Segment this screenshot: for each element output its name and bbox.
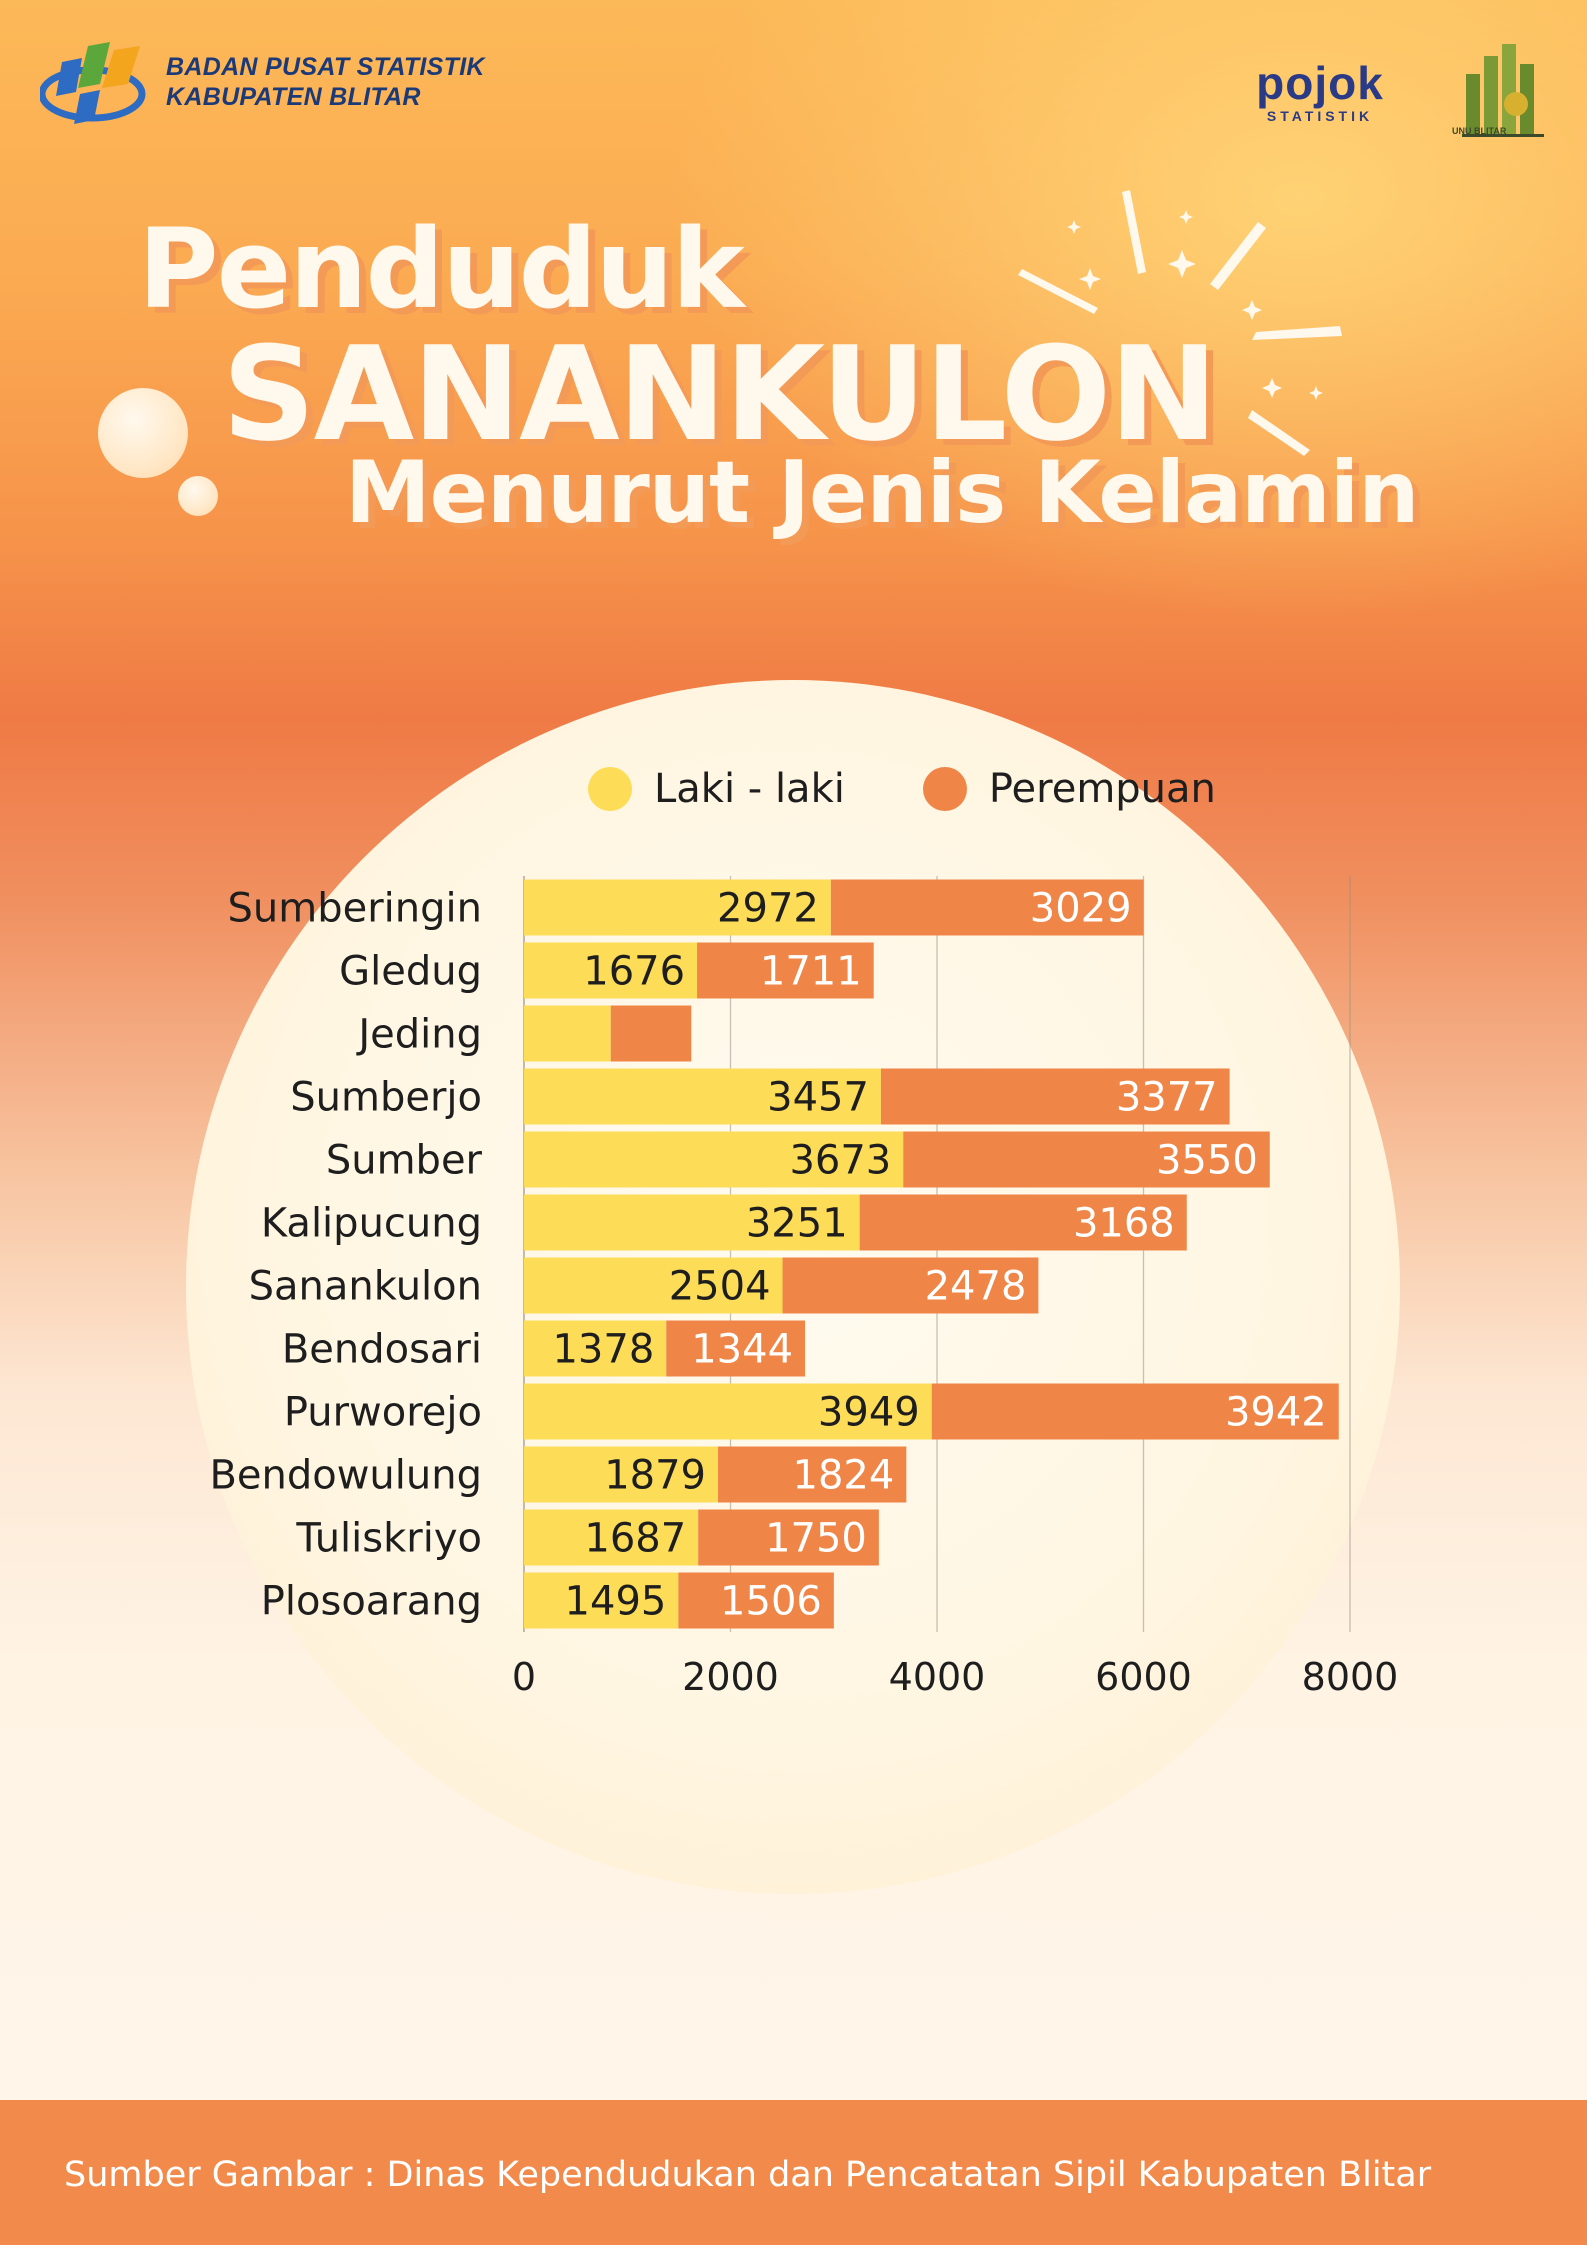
- bar-laki: [524, 1383, 932, 1440]
- bar-laki: [524, 942, 698, 999]
- category-label: Jeding: [355, 1012, 482, 1058]
- legend-item-perempuan: Perempuan: [922, 766, 1216, 812]
- category-label: Sanankulon: [249, 1264, 482, 1310]
- category-label: Sumberjo: [290, 1075, 482, 1121]
- bar-laki: [524, 1572, 679, 1629]
- bar-perempuan: [610, 1005, 692, 1062]
- data-label-perempuan: 1506: [720, 1579, 822, 1625]
- data-label-laki: 3949: [818, 1390, 920, 1436]
- bar-perempuan: [903, 1131, 1270, 1188]
- category-label: Sumberingin: [228, 886, 482, 932]
- chart-legend: Laki - laki Perempuan: [588, 766, 1294, 812]
- footer-source-text: Sumber Gambar : Dinas Kependudukan dan P…: [64, 2155, 1432, 2195]
- bar-perempuan: [782, 1257, 1039, 1314]
- data-label-laki: 3251: [746, 1201, 848, 1247]
- x-tick-label: 6000: [1095, 1655, 1192, 1699]
- data-label-laki: 1495: [565, 1579, 667, 1625]
- data-label-perempuan: 3942: [1225, 1390, 1327, 1436]
- data-label-laki: 2504: [669, 1264, 771, 1310]
- bar-perempuan: [718, 1446, 907, 1503]
- category-label: Tuliskriyo: [295, 1516, 482, 1562]
- x-tick-label: 4000: [889, 1655, 986, 1699]
- category-label: Plosoarang: [261, 1579, 482, 1625]
- data-label-perempuan: 2478: [925, 1264, 1027, 1310]
- title-line1: Penduduk: [138, 205, 745, 333]
- title-line3: Menurut Jenis Kelamin: [345, 443, 1419, 543]
- footer-bar: [0, 2100, 1587, 2245]
- category-label: Bendowulung: [209, 1453, 482, 1499]
- legend-swatch-laki: [588, 767, 632, 811]
- header-org: BADAN PUSAT STATISTIK KABUPATEN BLITAR: [40, 32, 485, 132]
- data-label-perempuan: 3168: [1073, 1201, 1175, 1247]
- bar-laki: [524, 1005, 611, 1062]
- data-label-perempuan: 3029: [1030, 886, 1132, 932]
- sparkles-icon: [1018, 190, 1342, 456]
- decor-bubble-small: [178, 476, 218, 516]
- data-label-perempuan: 1711: [760, 949, 862, 995]
- org-name-line2: KABUPATEN BLITAR: [166, 83, 421, 111]
- data-label-perempuan: 3550: [1156, 1138, 1258, 1184]
- data-label-laki: 2972: [717, 886, 819, 932]
- category-label: Kalipucung: [261, 1201, 482, 1247]
- bar-laki: [524, 1068, 881, 1125]
- bar-laki: [524, 1131, 904, 1188]
- x-tick-label: 2000: [682, 1655, 779, 1699]
- data-label-laki: 1687: [584, 1516, 686, 1562]
- data-label-perempuan: 1824: [793, 1453, 895, 1499]
- data-label-laki: 3457: [767, 1075, 869, 1121]
- pojok-statistik-logo: pojok STATISTIK: [1240, 58, 1400, 124]
- title-line2: SANANKULON: [222, 318, 1218, 470]
- data-label-laki: 3673: [789, 1138, 891, 1184]
- bar-perempuan: [880, 1068, 1230, 1125]
- bar-laki: [524, 1446, 719, 1503]
- x-tick-label: 8000: [1302, 1655, 1399, 1699]
- decor-bubble-large: [98, 388, 188, 478]
- category-label: Purworejo: [284, 1390, 482, 1436]
- x-tick-label: 0: [512, 1655, 536, 1699]
- bar-laki: [524, 1194, 860, 1251]
- legend-item-laki: Laki - laki: [588, 766, 845, 812]
- unu-blitar-logo-icon: [1462, 44, 1544, 137]
- legend-swatch-perempuan: [922, 767, 967, 811]
- data-label-perempuan: 3377: [1116, 1075, 1218, 1121]
- category-label: Gledug: [339, 949, 482, 995]
- unu-blitar-label: UNU BLITAR: [1452, 126, 1507, 136]
- bar-perempuan: [666, 1320, 806, 1377]
- bar-perempuan: [678, 1572, 834, 1629]
- legend-label-perempuan: Perempuan: [988, 766, 1216, 812]
- bar-perempuan: [698, 1509, 879, 1566]
- category-label: Sumber: [326, 1138, 483, 1184]
- bar-laki: [524, 1509, 699, 1566]
- bar-laki: [524, 1320, 667, 1377]
- bar-perempuan: [830, 879, 1144, 936]
- bar-laki: [524, 879, 831, 936]
- bar-laki: [524, 1257, 783, 1314]
- pojok-sub: STATISTIK: [1266, 108, 1374, 124]
- category-label: Bendosari: [282, 1327, 482, 1373]
- data-label-perempuan: 1750: [765, 1516, 867, 1562]
- org-name-line1: BADAN PUSAT STATISTIK: [166, 53, 485, 81]
- data-label-laki: 1378: [552, 1327, 654, 1373]
- bps-logo-icon: [40, 42, 146, 124]
- data-label-laki: 1676: [583, 949, 685, 995]
- data-label-laki: 1879: [604, 1453, 706, 1499]
- data-label-perempuan: 1344: [691, 1327, 793, 1373]
- bar-perempuan: [931, 1383, 1339, 1440]
- bar-perempuan: [859, 1194, 1187, 1251]
- pojok-word: pojok: [1256, 57, 1384, 109]
- legend-label-laki: Laki - laki: [654, 766, 845, 812]
- bar-perempuan: [697, 942, 874, 999]
